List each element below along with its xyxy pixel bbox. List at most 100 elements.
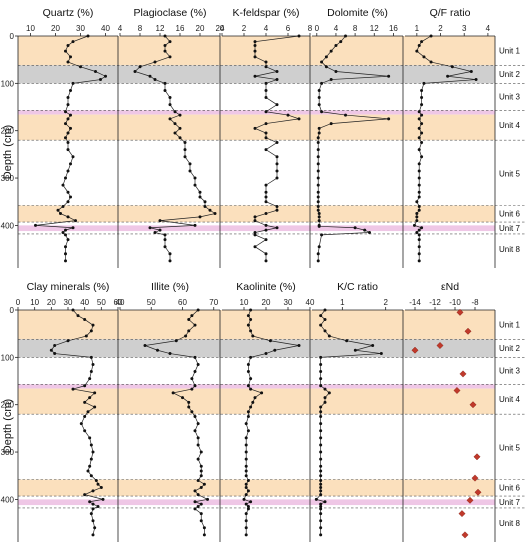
data-point [264, 212, 268, 216]
data-point [264, 195, 268, 199]
data-point [83, 400, 87, 404]
data-point [88, 464, 92, 468]
data-point [420, 141, 424, 145]
data-point [319, 410, 323, 414]
panel-title: Quartz (%) [43, 7, 94, 19]
data-point [244, 482, 248, 486]
x-tick-label: 12 [370, 24, 379, 33]
data-point [249, 500, 253, 504]
data-point [183, 155, 187, 159]
data-point [246, 362, 250, 366]
data-point [64, 252, 67, 256]
data-point [353, 226, 357, 230]
data-point [193, 489, 197, 493]
data-point [260, 391, 264, 395]
data-point [181, 396, 184, 400]
data-point [264, 136, 268, 140]
data-point [93, 526, 97, 530]
data-point [417, 204, 421, 208]
data-point [193, 323, 197, 327]
data-point [474, 488, 482, 496]
x-tick-label: 16 [389, 24, 398, 33]
data-point [420, 96, 424, 100]
data-point [249, 355, 253, 359]
data-point [83, 317, 87, 321]
data-point [317, 245, 321, 249]
data-point [91, 519, 95, 523]
data-point [89, 443, 93, 447]
data-point [417, 259, 421, 263]
depth-tick-label: 400 [1, 221, 15, 230]
unit-label: Unit 2 [499, 344, 520, 353]
data-point [316, 155, 320, 159]
data-point [317, 88, 321, 92]
data-point [66, 190, 70, 194]
data-point [196, 436, 200, 440]
data-point [187, 405, 191, 409]
data-point [264, 223, 268, 227]
unit-band [18, 388, 495, 415]
data-point [64, 259, 67, 263]
data-point [316, 208, 320, 212]
data-point [61, 230, 65, 234]
data-point [66, 148, 70, 152]
data-point [429, 60, 433, 64]
data-point [244, 422, 248, 426]
data-point [316, 169, 320, 173]
data-point [64, 136, 67, 140]
data-point [187, 329, 191, 333]
data-point [429, 34, 433, 38]
unit-label: Unit 4 [499, 395, 520, 404]
panel-title: K/C ratio [337, 281, 378, 293]
depth-tick-label: 0 [10, 306, 15, 315]
data-point [253, 245, 257, 249]
data-point [264, 131, 268, 135]
data-point [163, 49, 167, 53]
data-point [89, 474, 93, 478]
data-point [91, 362, 95, 366]
data-point [316, 195, 320, 199]
data-point [244, 526, 248, 530]
data-point [178, 126, 182, 130]
data-point [420, 88, 424, 92]
data-point [64, 233, 67, 237]
x-tick-label: 1 [340, 298, 345, 307]
data-point [168, 40, 172, 44]
data-point [264, 352, 268, 356]
data-point [242, 497, 246, 501]
data-point [153, 230, 157, 234]
data-point [275, 204, 279, 208]
data-point [244, 512, 248, 516]
unit-band [18, 205, 495, 223]
data-point [171, 391, 175, 395]
data-point [208, 208, 212, 212]
unit-label: Unit 5 [499, 169, 520, 178]
data-point [436, 342, 444, 349]
data-point [246, 323, 250, 327]
data-point [323, 387, 327, 391]
data-point [275, 162, 279, 166]
data-point [319, 405, 323, 409]
data-point [193, 355, 197, 359]
data-point [66, 169, 70, 173]
data-point [411, 346, 419, 354]
data-point [471, 474, 479, 482]
data-point [143, 344, 147, 348]
data-point [88, 436, 92, 440]
data-point [339, 40, 343, 44]
data-point [415, 230, 419, 234]
unit-label: Unit 5 [499, 443, 520, 452]
data-point [367, 230, 371, 234]
data-point [163, 81, 167, 85]
data-point [69, 88, 72, 92]
data-point [138, 65, 142, 69]
data-point [64, 176, 67, 180]
data-point [420, 40, 424, 44]
data-point [53, 352, 57, 356]
data-point [420, 122, 424, 126]
x-tick-label: 30 [64, 298, 73, 307]
data-point [344, 34, 348, 38]
data-point [417, 183, 421, 187]
data-point [316, 252, 320, 256]
